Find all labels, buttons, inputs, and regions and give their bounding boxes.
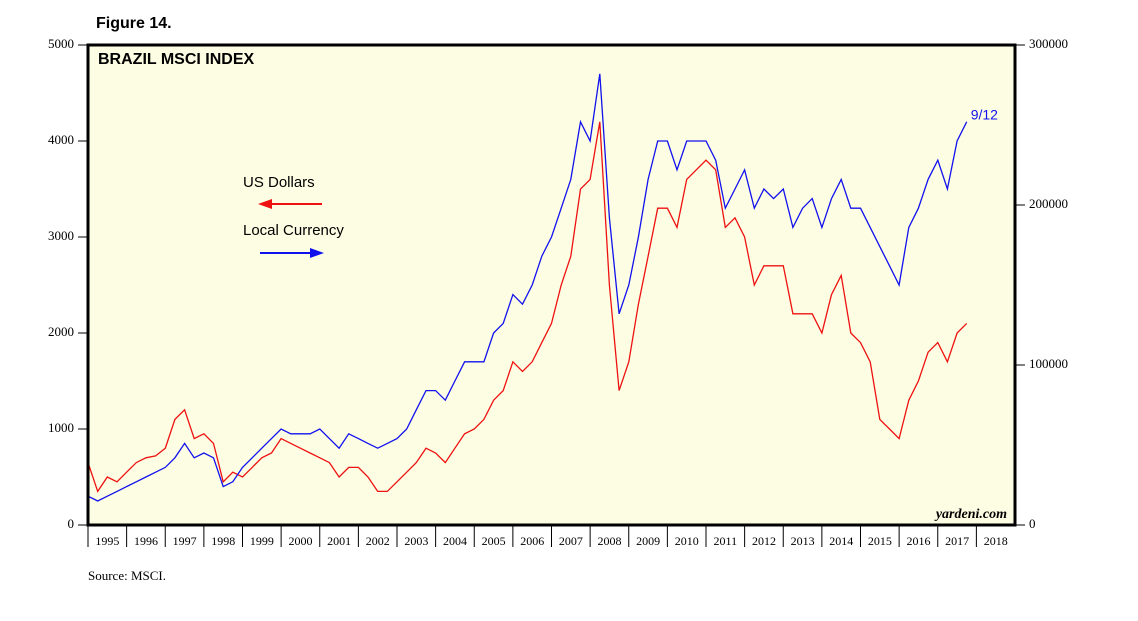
y2-tick-label: 100000 — [1029, 356, 1068, 371]
x-tick-label: 2000 — [288, 534, 312, 548]
y-tick-label: 4000 — [48, 132, 74, 147]
legend-label: US Dollars — [243, 174, 315, 191]
watermark: yardeni.com — [934, 507, 1007, 522]
y-tick-label: 2000 — [48, 324, 74, 339]
x-tick-label: 1997 — [173, 534, 197, 548]
y2-tick-label: 200000 — [1029, 196, 1068, 211]
x-tick-label: 2010 — [675, 534, 699, 548]
legend-arrow-head — [258, 199, 272, 209]
x-tick-label: 2009 — [636, 534, 660, 548]
x-tick-label: 1995 — [95, 534, 119, 548]
x-tick-label: 2003 — [404, 534, 428, 548]
series-line — [87, 73, 968, 502]
x-tick-label: 2005 — [482, 534, 506, 548]
legend-label: Local Currency — [243, 222, 344, 239]
chart-title: BRAZIL MSCI INDEX — [98, 51, 254, 68]
x-tick-label: 2002 — [366, 534, 390, 548]
y2-tick-label: 0 — [1029, 516, 1036, 531]
x-tick-label: 2018 — [984, 534, 1008, 548]
x-tick-label: 2008 — [597, 534, 621, 548]
plot-background — [88, 45, 1015, 525]
x-tick-label: 2017 — [945, 534, 969, 548]
figure-label: Figure 14. — [96, 15, 172, 32]
y-tick-label: 5000 — [48, 36, 74, 51]
x-tick-label: 2011 — [714, 534, 738, 548]
y-tick-label: 3000 — [48, 228, 74, 243]
legend-arrow-head — [310, 248, 324, 258]
x-tick-label: 2001 — [327, 534, 351, 548]
x-tick-label: 2013 — [791, 534, 815, 548]
x-tick-label: 1998 — [211, 534, 235, 548]
y-tick-label: 0 — [68, 516, 75, 531]
x-tick-label: 1996 — [134, 534, 158, 548]
y-tick-label: 1000 — [48, 420, 74, 435]
x-tick-label: 2015 — [868, 534, 892, 548]
x-tick-label: 2014 — [829, 534, 853, 548]
x-tick-label: 2012 — [752, 534, 776, 548]
x-tick-label: 2004 — [443, 534, 467, 548]
series-line — [87, 121, 968, 493]
end-label: 9/12 — [971, 107, 998, 123]
marks — [87, 73, 968, 502]
x-tick-label: 1999 — [250, 534, 274, 548]
x-tick-label: 2006 — [520, 534, 544, 548]
source: Source: MSCI. — [88, 568, 166, 583]
y2-tick-label: 300000 — [1029, 36, 1068, 51]
x-tick-label: 2016 — [906, 534, 930, 548]
x-tick-label: 2007 — [559, 534, 583, 548]
